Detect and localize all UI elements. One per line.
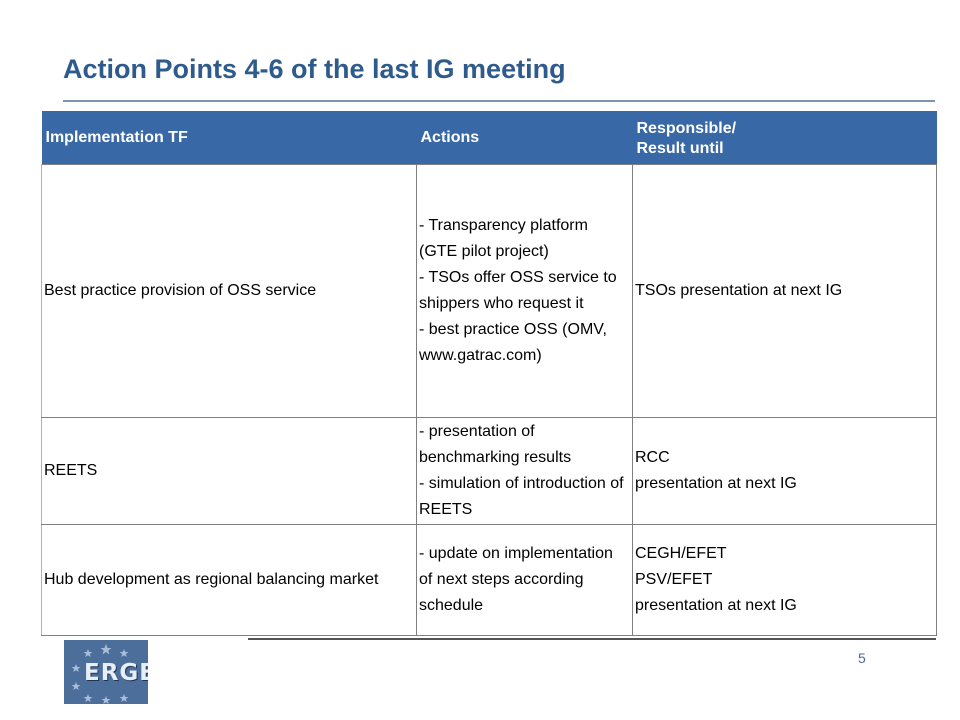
table-row: Hub development as regional balancing ma… — [41, 524, 937, 636]
stars-icon — [71, 644, 129, 704]
cell-responsible: CEGH/EFET PSV/EFET presentation at next … — [632, 524, 937, 636]
table-row: REETS - presentation of benchmarking res… — [41, 417, 937, 525]
cell-tf: Hub development as regional balancing ma… — [41, 524, 417, 636]
cell-responsible: TSOs presentation at next IG — [632, 164, 937, 418]
table-header-row: Implementation TF Actions Responsible/ R… — [41, 111, 937, 165]
cell-actions: - Transparency platform (GTE pilot proje… — [416, 164, 633, 418]
action-points-table: Implementation TF Actions Responsible/ R… — [41, 111, 937, 636]
title-divider — [63, 100, 935, 102]
header-actions: Actions — [416, 111, 633, 165]
ergeg-logo: ERGEG — [64, 640, 175, 704]
header-implementation-tf: Implementation TF — [41, 111, 417, 165]
cell-tf: Best practice provision of OSS service — [41, 164, 417, 418]
table-row: Best practice provision of OSS service -… — [41, 164, 937, 418]
logo-tail-icon — [148, 660, 186, 688]
cell-actions: - presentation of benchmarking results -… — [416, 417, 633, 525]
cell-actions: - update on implementation of next steps… — [416, 524, 633, 636]
cell-tf: REETS — [41, 417, 417, 525]
slide-title: Action Points 4-6 of the last IG meeting — [63, 54, 566, 84]
page-number: 5 — [858, 650, 866, 666]
footer-divider — [248, 638, 936, 640]
cell-responsible: RCC presentation at next IG — [632, 417, 937, 525]
header-responsible: Responsible/ Result until — [632, 111, 937, 165]
